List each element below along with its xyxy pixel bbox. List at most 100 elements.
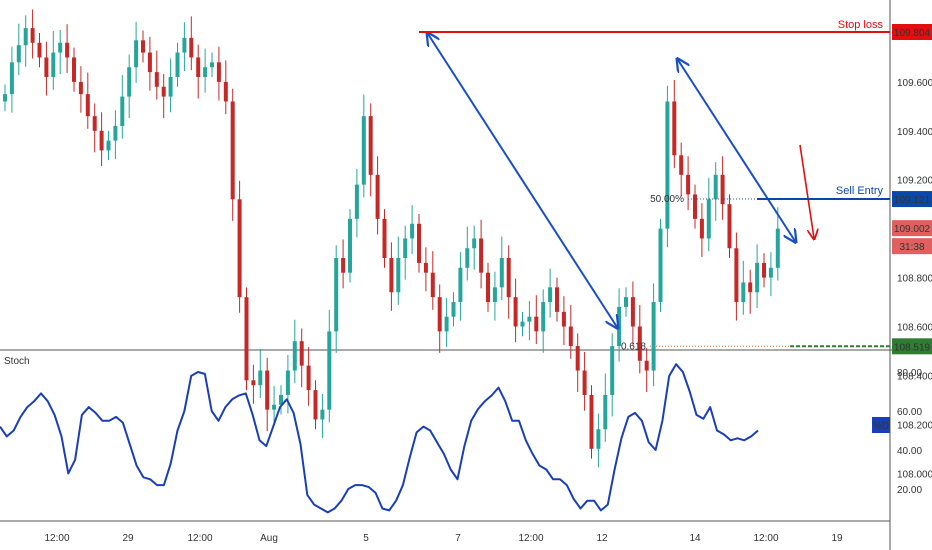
candle-body (16, 45, 21, 63)
candle-body (582, 370, 587, 395)
target-price-badge: 108.519 (894, 342, 931, 353)
stop-loss-price-badge: 109.804 (894, 28, 931, 39)
candle-body (555, 287, 559, 312)
countdown-badge-bg (892, 238, 932, 255)
candle-body (3, 94, 7, 102)
time-tick-label: 12:00 (518, 533, 543, 544)
fib-618-label: 0.618 (621, 341, 646, 352)
candle-body (768, 267, 773, 278)
candle-body (596, 429, 601, 449)
candle-body (686, 174, 691, 195)
candle-body (161, 86, 166, 97)
candle-body (513, 297, 518, 327)
stop-loss-price-badge-bg (892, 24, 932, 40)
candle-body (610, 346, 615, 395)
candle-body (175, 52, 180, 78)
swing-arrow-right (678, 60, 795, 241)
candle-body (65, 42, 70, 58)
candle-body (141, 40, 145, 53)
price-tick-label: 109.200 (897, 176, 932, 187)
target-price-badge-bg (892, 338, 932, 355)
candle-body (741, 282, 746, 303)
candle-body (30, 28, 35, 43)
candle-body (306, 365, 311, 391)
time-tick-label: Aug (260, 533, 278, 544)
candle-body (727, 204, 732, 249)
trade-annotations: Stop loss Sell Entry 50.00% 0.618 (419, 19, 890, 352)
candle-body (506, 258, 511, 298)
candle-body (272, 404, 277, 410)
candle-body (368, 116, 373, 175)
time-tick-label: 12:00 (753, 533, 778, 544)
candle-body (762, 262, 766, 278)
candle-body (354, 184, 359, 219)
price-tick-label: 108.800 (897, 274, 932, 285)
candle-body (134, 40, 139, 68)
candle-body (624, 297, 628, 307)
stoch-badge: %D (873, 421, 889, 432)
stoch-tick-label: 60.00 (897, 407, 922, 418)
candle-body (568, 326, 573, 347)
candle-body (534, 316, 539, 332)
candle-body (85, 94, 90, 117)
candle-body (92, 116, 97, 131)
current-price-badge: 109.002 (894, 224, 931, 235)
candle-body (299, 341, 304, 366)
time-tick-label: 12 (596, 533, 608, 544)
candle-body (313, 390, 318, 420)
candle-body (189, 37, 194, 58)
candle-body (665, 101, 670, 229)
candle-body (720, 174, 725, 205)
candle-body (713, 174, 718, 200)
candle-body (699, 218, 704, 239)
price-tick-label: 108.200 (897, 420, 932, 431)
candle-body (548, 287, 553, 303)
candle-body (341, 258, 346, 273)
time-axis: 12:00 29 12:00 Aug 5 7 12:00 12 14 12:00 19 (44, 533, 843, 544)
candle-body (423, 262, 428, 273)
sell-entry-price-badge: 109.121 (894, 195, 931, 206)
stoch-label: Stoch (4, 356, 30, 367)
time-tick-label: 12:00 (44, 533, 69, 544)
candle-body (230, 101, 235, 200)
candle-body (499, 258, 504, 288)
candle-body (361, 116, 366, 185)
price-tick-label: 108.000 (897, 469, 932, 480)
candle-body (9, 62, 14, 95)
candle-body (382, 218, 387, 259)
time-tick-label: 12:00 (187, 533, 212, 544)
stoch-panel (0, 363, 759, 514)
candle-body (58, 42, 63, 53)
candle-body (99, 130, 104, 151)
stoch-d-line (0, 363, 759, 514)
candle-body (203, 67, 208, 78)
candle-body (216, 62, 221, 82)
candle-body (734, 248, 739, 303)
candle-body (575, 346, 580, 371)
price-tick-label: 108.400 (897, 371, 932, 382)
candle-body (706, 199, 711, 239)
fib-50-label: 50.00% (650, 194, 684, 205)
candle-body (679, 155, 684, 175)
time-tick-label: 29 (122, 533, 134, 544)
candle-body (755, 262, 760, 293)
candle-body (147, 52, 152, 73)
candle-body (775, 228, 780, 268)
candle-body (196, 57, 201, 78)
candle-body (258, 370, 263, 386)
time-tick-label: 19 (831, 533, 843, 544)
stoch-axis: 80.00 60.00 40.00 20.00 %D (872, 368, 922, 496)
candle-body (458, 267, 463, 303)
candle-body (492, 287, 497, 303)
candle-body (327, 331, 332, 410)
candle-body (320, 409, 325, 420)
candle-body (120, 96, 125, 126)
stoch-tick-label: 40.00 (897, 446, 922, 457)
swing-arrow-left (428, 34, 617, 327)
candle-body (693, 194, 697, 219)
price-tick-label: 108.600 (897, 322, 932, 333)
candle-body (396, 258, 401, 293)
time-tick-label: 14 (689, 533, 701, 544)
